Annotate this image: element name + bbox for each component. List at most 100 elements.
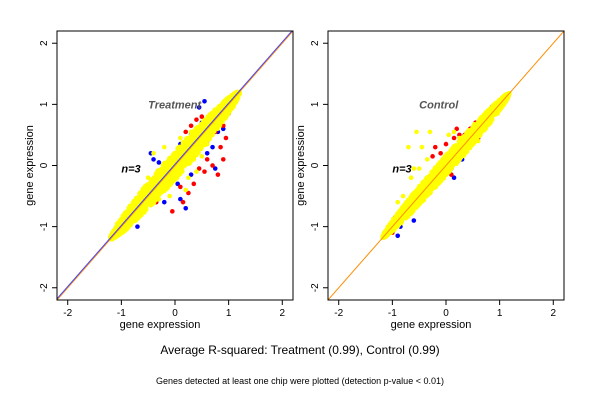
reference-line xyxy=(57,31,293,300)
point-red xyxy=(220,157,226,162)
y-tick-label: 1 xyxy=(39,101,50,107)
r-squared-caption: Average R-squared: Treatment (0.99), Con… xyxy=(160,343,440,357)
point-red xyxy=(432,144,438,150)
point-yellow xyxy=(428,186,434,192)
point-red xyxy=(183,129,189,135)
point-yellow xyxy=(186,141,192,147)
point-red xyxy=(210,163,215,168)
point-blue xyxy=(196,105,202,110)
point-yellow xyxy=(400,207,406,212)
point-blue xyxy=(210,144,215,150)
point-yellow xyxy=(395,199,401,205)
point-yellow xyxy=(183,187,189,193)
point-yellow xyxy=(456,139,462,145)
point-yellow xyxy=(155,168,161,174)
n-label: n=3 xyxy=(121,164,140,176)
point-yellow xyxy=(155,190,161,196)
point-yellow xyxy=(477,120,483,126)
y-tick-label: 0 xyxy=(310,162,321,168)
point-blue xyxy=(156,160,162,165)
x-tick-label: -1 xyxy=(388,308,397,319)
point-yellow xyxy=(458,151,464,157)
point-yellow xyxy=(427,129,433,135)
point-yellow xyxy=(475,138,481,144)
point-yellow xyxy=(405,211,411,217)
point-yellow xyxy=(172,153,178,159)
point-red xyxy=(215,172,221,177)
point-yellow xyxy=(387,224,393,230)
point-yellow xyxy=(441,175,446,181)
point-yellow xyxy=(184,136,190,142)
x-tick-label: 1 xyxy=(497,308,503,319)
x-tick-label: -2 xyxy=(334,308,343,319)
point-yellow xyxy=(116,232,122,238)
point-yellow xyxy=(205,114,211,120)
point-yellow xyxy=(138,191,144,197)
x-tick-label: 0 xyxy=(443,308,449,319)
point-red xyxy=(451,135,457,141)
point-yellow xyxy=(179,149,185,155)
point-yellow xyxy=(408,175,414,181)
point-blue xyxy=(395,233,401,239)
point-yellow xyxy=(198,141,204,147)
panel-label: Treatment xyxy=(148,99,202,111)
point-blue xyxy=(135,224,140,229)
point-blue xyxy=(212,166,218,171)
point-yellow xyxy=(178,160,184,166)
point-red xyxy=(170,209,175,214)
point-yellow xyxy=(414,189,419,195)
point-blue xyxy=(202,99,207,104)
point-yellow xyxy=(400,193,406,199)
scatter-panel-0: -2 -1 0 1 2 -2 -1 0 1 2 gene expression gene expres… xyxy=(24,30,294,331)
x-tick-label: 2 xyxy=(550,308,556,319)
point-yellow xyxy=(446,132,451,138)
point-yellow xyxy=(474,134,480,140)
point-yellow xyxy=(148,178,154,183)
point-red xyxy=(196,166,202,171)
point-yellow xyxy=(199,154,205,159)
plot-area xyxy=(328,31,564,300)
x-axis-label: gene expression xyxy=(391,319,472,331)
point-red xyxy=(199,114,205,119)
point-red xyxy=(438,150,443,156)
point-yellow xyxy=(445,154,451,160)
point-yellow xyxy=(203,122,209,127)
point-red xyxy=(186,190,191,196)
point-yellow xyxy=(498,104,504,109)
point-yellow xyxy=(199,124,205,130)
point-yellow xyxy=(425,192,431,197)
point-yellow xyxy=(161,144,167,150)
point-blue xyxy=(151,157,156,162)
point-red xyxy=(180,199,186,205)
y-axis-label: gene expression xyxy=(295,125,307,206)
point-yellow xyxy=(172,157,178,163)
point-yellow xyxy=(419,144,425,150)
point-yellow xyxy=(160,171,166,176)
point-red xyxy=(204,157,210,162)
point-yellow xyxy=(467,145,473,151)
point-yellow xyxy=(233,99,239,105)
point-blue xyxy=(178,196,183,202)
y-tick-label: 2 xyxy=(39,40,50,46)
point-red xyxy=(454,126,460,132)
point-yellow xyxy=(382,233,388,239)
point-yellow xyxy=(424,157,430,162)
x-tick-label: -1 xyxy=(117,308,126,319)
point-yellow xyxy=(191,157,197,162)
point-yellow xyxy=(441,155,447,161)
point-yellow xyxy=(471,139,477,145)
point-yellow xyxy=(486,107,492,113)
detection-note-caption: Genes detected at least one chip were pl… xyxy=(156,376,444,386)
point-yellow xyxy=(210,128,216,134)
point-yellow xyxy=(220,111,226,117)
point-yellow xyxy=(193,129,199,135)
point-yellow xyxy=(427,176,433,181)
point-yellow xyxy=(391,226,397,232)
point-yellow xyxy=(430,182,436,188)
point-red xyxy=(194,117,199,122)
point-yellow xyxy=(436,180,442,186)
point-yellow xyxy=(403,215,409,221)
point-yellow xyxy=(151,150,156,156)
point-yellow xyxy=(435,170,441,176)
point-blue xyxy=(175,181,180,187)
